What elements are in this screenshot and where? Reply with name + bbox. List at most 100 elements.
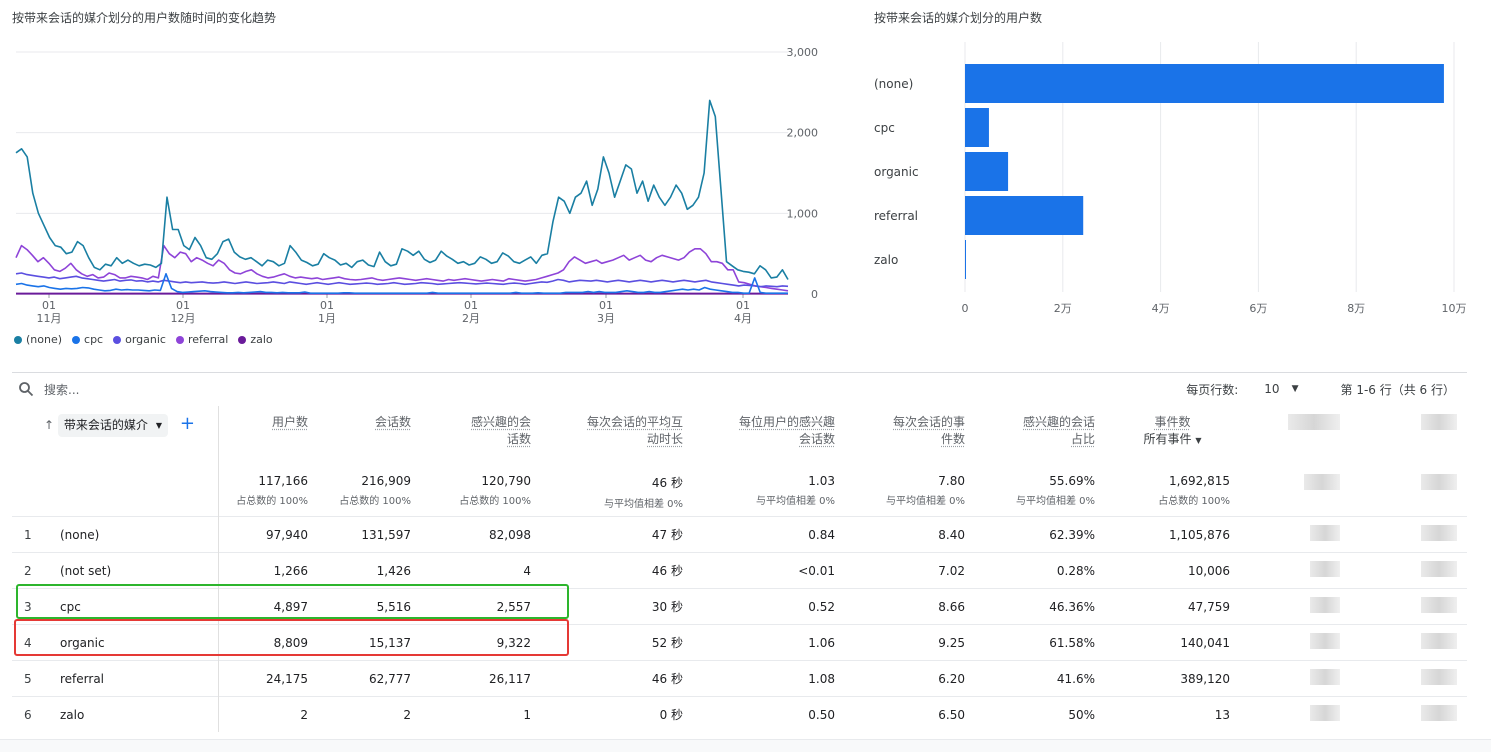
x-tick-label: 4万 xyxy=(1152,302,1170,315)
x-tick-label: 6万 xyxy=(1249,302,1267,315)
row-index: 2 xyxy=(12,552,52,589)
x-tick-label: 2万 xyxy=(1054,302,1072,315)
row-value: 26,117 xyxy=(421,660,542,697)
row-value: 46 秒 xyxy=(541,660,694,697)
add-dimension-button[interactable]: + xyxy=(179,413,195,434)
y-tick-label: 1,000 xyxy=(787,207,819,220)
col-header-engagement-rate[interactable]: 感兴趣的会话占比 xyxy=(1023,415,1096,446)
redacted-cell xyxy=(1240,552,1351,589)
row-value: 0.50 xyxy=(693,696,846,732)
row-value: 0.28% xyxy=(975,552,1106,589)
row-value: 1.06 xyxy=(693,624,846,661)
row-value: 389,120 xyxy=(1105,660,1241,697)
x-tick-label: 01 xyxy=(736,299,750,312)
event-filter-select[interactable]: 所有事件 ▼ xyxy=(1143,432,1202,446)
bar xyxy=(965,196,1084,235)
row-value: 4,897 xyxy=(218,588,319,625)
table-row[interactable]: 6 zalo 2 2 1 0 秒 0.50 6.50 50% 13 xyxy=(12,696,1468,732)
x-tick-label: 8万 xyxy=(1347,302,1365,315)
legend-dot xyxy=(72,335,81,344)
x-tick-label: 1月 xyxy=(318,312,336,325)
row-value: 0.52 xyxy=(693,588,846,625)
table-row[interactable]: 4 organic 8,809 15,137 9,322 52 秒 1.06 9.25 61.5… xyxy=(12,624,1468,661)
caret-down-icon: ▼ xyxy=(1291,384,1299,394)
row-value: 131,597 xyxy=(318,516,422,553)
legend-dot xyxy=(113,335,122,344)
x-tick-label: 01 xyxy=(320,299,334,312)
row-value: 0.84 xyxy=(693,516,846,553)
x-tick-label: 01 xyxy=(42,299,56,312)
total-sub: 与平均值相差 0% xyxy=(885,496,966,507)
search-icon[interactable] xyxy=(18,381,34,397)
legend-item[interactable]: cpc xyxy=(72,333,103,346)
col-header-sessions[interactable]: 会话数 xyxy=(375,415,412,429)
total-value: 1.03 xyxy=(808,474,836,488)
total-value: 55.69% xyxy=(1049,474,1096,488)
row-dimension: zalo xyxy=(52,696,219,732)
sort-arrow-up-icon[interactable]: ↑ xyxy=(44,418,55,432)
series-line-organic xyxy=(15,272,789,288)
legend-item[interactable]: referral xyxy=(175,333,228,346)
total-sub: 占总数的 100% xyxy=(339,496,412,507)
total-value: 46 秒 xyxy=(651,476,684,490)
row-value: 1,266 xyxy=(218,552,319,589)
row-value: 2 xyxy=(218,696,319,732)
dimension-select[interactable]: 带来会话的媒介 ▼ xyxy=(57,414,169,437)
row-value: 10,006 xyxy=(1105,552,1241,589)
category-label: organic xyxy=(874,165,919,179)
table-row[interactable]: 3 cpc 4,897 5,516 2,557 30 秒 0.52 8.66 46.36% 47,… xyxy=(12,588,1468,625)
legend-item[interactable]: organic xyxy=(113,333,166,346)
x-tick-label: 3月 xyxy=(597,312,615,325)
redacted-cell xyxy=(1240,516,1351,553)
row-value: 2 xyxy=(318,696,422,732)
legend-label: zalo xyxy=(250,333,273,346)
series-line-cpc xyxy=(15,273,788,295)
search-input[interactable]: 搜索... xyxy=(44,382,80,397)
bar xyxy=(965,240,966,279)
col-header-engaged-sessions-per-user[interactable]: 每位用户的感兴趣会话数 xyxy=(739,415,836,446)
col-header-events-per-session[interactable]: 每次会话的事件数 xyxy=(893,415,966,446)
row-value: 6.20 xyxy=(845,660,976,697)
row-value: 62.39% xyxy=(975,516,1106,553)
category-label: cpc xyxy=(874,121,895,135)
x-tick-label: 4月 xyxy=(734,312,752,325)
row-value: 24,175 xyxy=(218,660,319,697)
bar xyxy=(965,152,1009,191)
row-value: 97,940 xyxy=(218,516,319,553)
total-value: 216,909 xyxy=(361,474,412,488)
row-index: 1 xyxy=(12,516,52,553)
redacted-cell xyxy=(1350,588,1468,625)
category-label: referral xyxy=(874,209,918,223)
table-row[interactable]: 2 (not set) 1,266 1,426 4 46 秒 <0.01 7.02 0.28% 1… xyxy=(12,552,1468,589)
col-header-avg-engagement-time[interactable]: 每次会话的平均互动时长 xyxy=(587,415,684,446)
table-row[interactable]: 1 (none) 97,940 131,597 82,098 47 秒 0.84 8.40 62… xyxy=(12,516,1468,553)
row-value: 7.02 xyxy=(845,552,976,589)
col-header-engaged-sessions[interactable]: 感兴趣的会话数 xyxy=(471,415,532,446)
row-value: 0 秒 xyxy=(541,696,694,732)
row-value: 82,098 xyxy=(421,516,542,553)
row-index: 4 xyxy=(12,624,52,661)
line-chart-legend: (none) cpc organic referral zalo xyxy=(14,333,273,346)
table-toolbar: 搜索... 每页行数: 10 ▼ 第 1-6 行（共 6 行） xyxy=(12,372,1467,405)
bar xyxy=(965,64,1444,103)
table-row[interactable]: 5 referral 24,175 62,777 26,117 46 秒 1.08 6.20 4… xyxy=(12,660,1468,697)
row-dimension: cpc xyxy=(52,588,219,625)
legend-label: (none) xyxy=(26,333,63,346)
row-value: 41.6% xyxy=(975,660,1106,697)
row-value: 2,557 xyxy=(421,588,542,625)
legend-item[interactable]: (none) xyxy=(14,333,62,346)
bar xyxy=(965,108,989,147)
y-tick-label: 0 xyxy=(811,288,818,301)
rows-per-page-select[interactable]: 10 ▼ xyxy=(1264,382,1298,396)
category-label: (none) xyxy=(874,77,913,91)
dimension-header: ↑ 带来会话的媒介 ▼ + xyxy=(12,406,219,472)
col-header-event-count[interactable]: 事件数 所有事件 ▼ xyxy=(1105,406,1240,472)
legend-item[interactable]: zalo xyxy=(238,333,273,346)
legend-label: organic xyxy=(125,333,166,346)
col-header-users[interactable]: 用户数 xyxy=(272,415,309,429)
legend-dot xyxy=(175,335,184,344)
rows-per-page-value: 10 xyxy=(1264,382,1280,396)
redacted-cell xyxy=(1240,696,1351,732)
redacted-cell xyxy=(1350,660,1468,697)
y-tick-label: 3,000 xyxy=(787,46,819,59)
